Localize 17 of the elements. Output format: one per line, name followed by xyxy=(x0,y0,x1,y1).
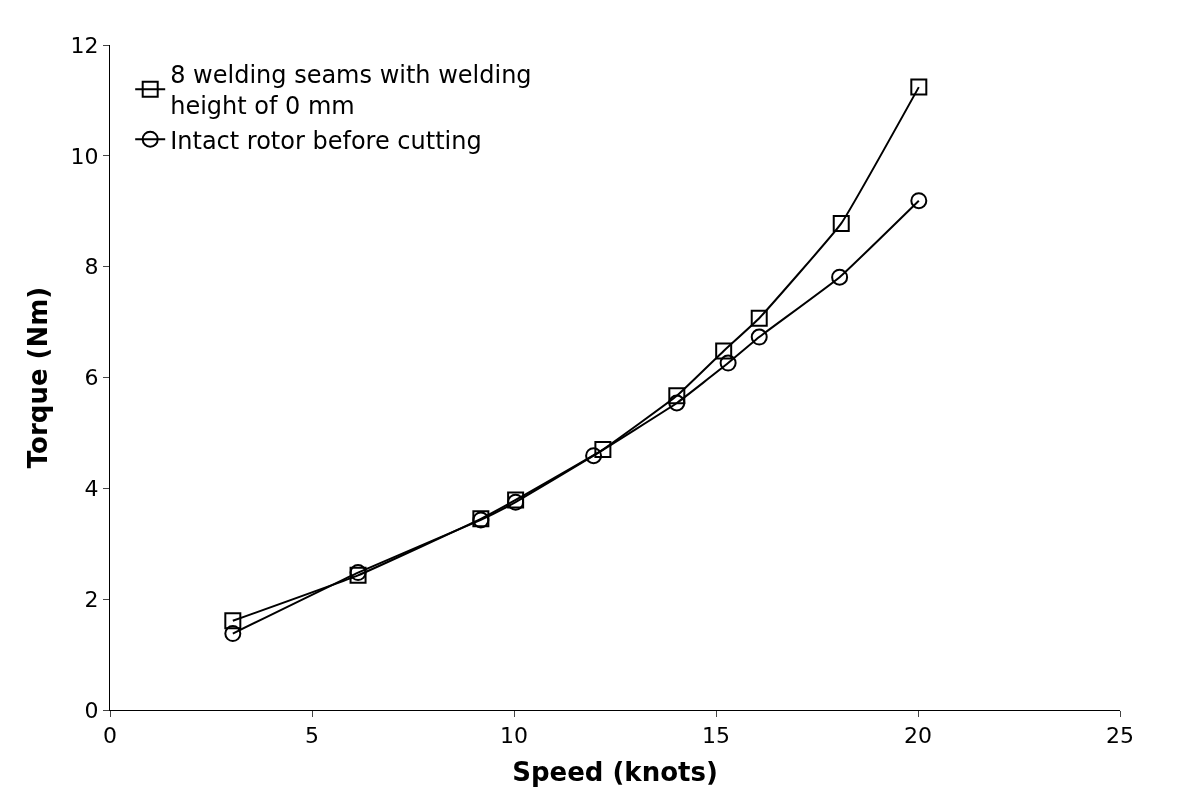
y-tick-label: 10 xyxy=(70,143,99,169)
x-axis-title: Speed (knots) xyxy=(512,757,718,788)
x-tick-label: 5 xyxy=(305,723,319,749)
legend-label: Intact rotor before cutting xyxy=(170,126,482,155)
y-tick-label: 8 xyxy=(84,254,99,280)
x-tick-label: 0 xyxy=(103,723,117,749)
y-tick-label: 12 xyxy=(70,32,99,58)
x-tick-label: 20 xyxy=(904,723,932,749)
y-tick-label: 0 xyxy=(84,697,99,723)
legend-label: 8 welding seams with welding height of 0 mm xyxy=(170,61,532,121)
y-axis-title: Torque (Nm) xyxy=(23,286,53,469)
y-tick-label: 4 xyxy=(84,476,99,502)
x-tick-label: 10 xyxy=(500,723,528,749)
x-tick-label: 15 xyxy=(702,723,730,749)
y-tick-label: 2 xyxy=(84,586,99,612)
y-tick-label: 6 xyxy=(84,365,99,391)
x-tick-label: 25 xyxy=(1106,723,1134,749)
